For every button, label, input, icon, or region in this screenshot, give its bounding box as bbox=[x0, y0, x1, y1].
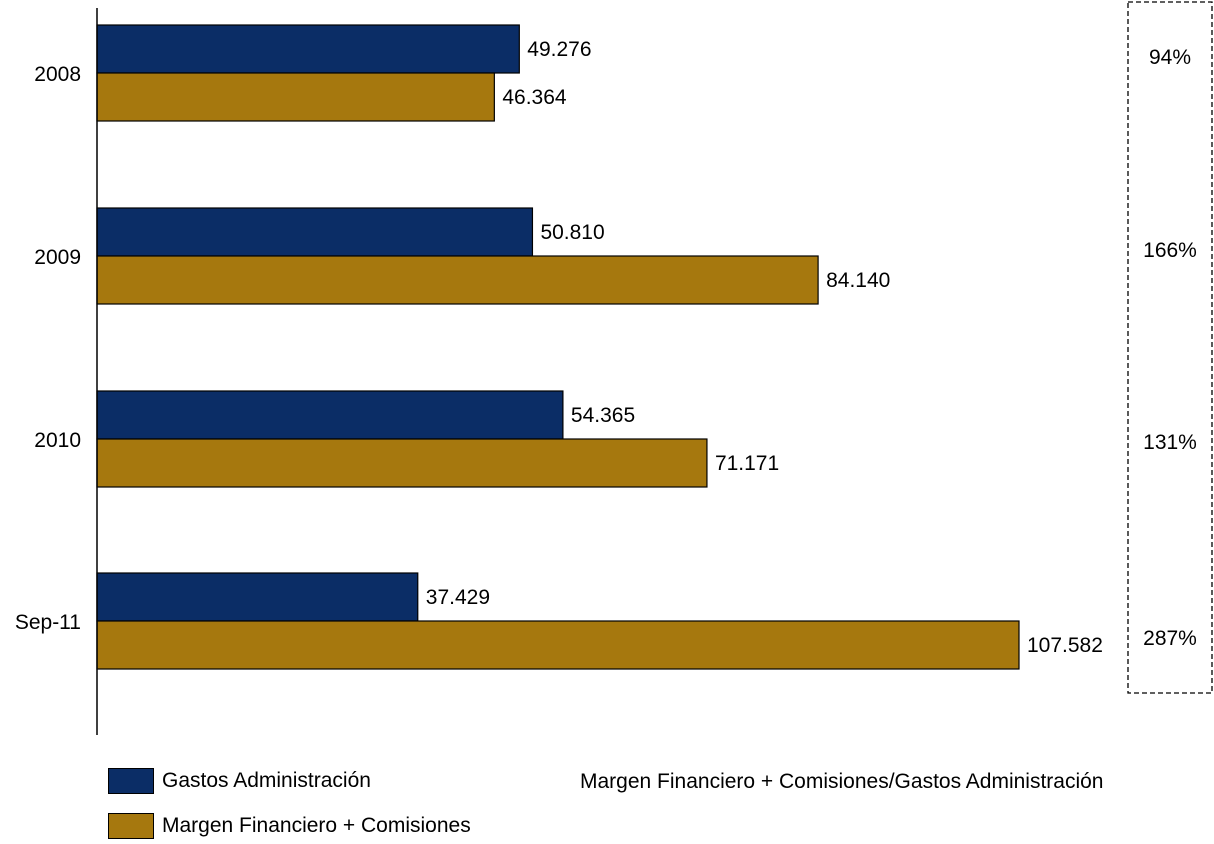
ratio-label-2008: 94% bbox=[1149, 46, 1191, 69]
legend-item-margen: Margen Financiero + Comisiones bbox=[108, 813, 471, 839]
legend-label-margen: Margen Financiero + Comisiones bbox=[162, 814, 471, 837]
bar-gastos-2008 bbox=[96, 24, 520, 74]
data-label-margen-2009: 84.140 bbox=[826, 269, 890, 292]
ratio-label-2009: 166% bbox=[1143, 239, 1197, 262]
data-label-margen-2008: 46.364 bbox=[502, 86, 567, 109]
data-label-margen-Sep-11: 107.582 bbox=[1027, 634, 1103, 657]
legend-item-gastos: Gastos Administración bbox=[108, 768, 371, 794]
bar-gastos-2010 bbox=[96, 390, 564, 440]
ratio-box bbox=[1127, 1, 1213, 694]
bar-margen-2009 bbox=[96, 255, 819, 305]
legend-swatch-gastos bbox=[108, 768, 154, 794]
ratio-label-Sep-11: 287% bbox=[1143, 627, 1197, 650]
category-label-2009: 2009 bbox=[34, 246, 81, 269]
bar-margen-2008 bbox=[96, 72, 495, 122]
data-label-gastos-2009: 50.810 bbox=[540, 221, 604, 244]
ratio-label-2010: 131% bbox=[1143, 431, 1197, 454]
legend-label-gastos: Gastos Administración bbox=[162, 769, 371, 792]
data-label-gastos-2008: 49.276 bbox=[527, 38, 591, 61]
data-label-margen-2010: 71.171 bbox=[715, 452, 779, 475]
category-label-2010: 2010 bbox=[34, 429, 81, 452]
category-label-Sep-11: Sep-11 bbox=[15, 611, 81, 634]
bar-margen-Sep-11 bbox=[96, 620, 1020, 670]
ratio-legend-label: Margen Financiero + Comisiones/Gastos Ad… bbox=[580, 770, 1104, 793]
bar-gastos-Sep-11 bbox=[96, 572, 419, 622]
legend-swatch-margen bbox=[108, 813, 154, 839]
data-label-gastos-2010: 54.365 bbox=[571, 404, 635, 427]
bar-margen-2010 bbox=[96, 438, 708, 488]
bar-gastos-2009 bbox=[96, 207, 534, 257]
data-label-gastos-Sep-11: 37.429 bbox=[426, 586, 490, 609]
category-label-2008: 2008 bbox=[34, 63, 81, 86]
